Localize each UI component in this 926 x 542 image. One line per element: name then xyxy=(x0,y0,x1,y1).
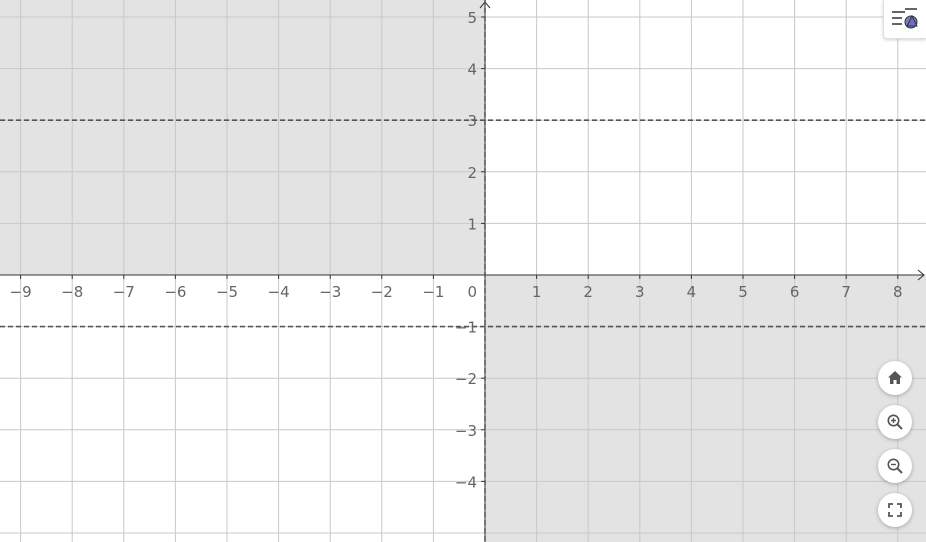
zoom-out-icon xyxy=(887,458,903,474)
x-tick-label: −9 xyxy=(10,283,32,301)
fullscreen-icon xyxy=(888,503,902,517)
y-tick-label: 2 xyxy=(467,164,477,182)
y-tick-label: 1 xyxy=(467,215,477,233)
x-tick-label: 5 xyxy=(738,283,748,301)
x-tick-label: 7 xyxy=(841,283,851,301)
y-tick-label: −3 xyxy=(455,422,477,440)
y-tick-label: −1 xyxy=(455,319,477,337)
x-tick-label: −6 xyxy=(164,283,186,301)
x-tick-label: 1 xyxy=(532,283,542,301)
x-tick-label: 8 xyxy=(893,283,903,301)
x-tick-label: −7 xyxy=(113,283,135,301)
x-tick-label: 2 xyxy=(583,283,593,301)
style-bar-icon xyxy=(892,8,918,29)
y-tick-label: 3 xyxy=(467,112,477,130)
x-tick-label: −3 xyxy=(319,283,341,301)
zoom-out-button[interactable] xyxy=(878,449,912,483)
shaded-region-quadrant-2 xyxy=(0,0,485,275)
y-tick-label: 4 xyxy=(467,61,477,79)
zoom-in-button[interactable] xyxy=(878,405,912,439)
home-icon xyxy=(888,371,902,384)
style-bar-toggle-button[interactable] xyxy=(883,0,926,39)
y-tick-label: −4 xyxy=(455,473,477,491)
origin-label: 0 xyxy=(467,283,477,301)
x-axis-arrow xyxy=(917,269,925,281)
x-tick-label: −1 xyxy=(422,283,444,301)
x-tick-label: −8 xyxy=(61,283,83,301)
shaded-region-quadrant-4 xyxy=(485,275,926,542)
x-tick-label: −4 xyxy=(268,283,290,301)
x-tick-label: −5 xyxy=(216,283,238,301)
x-tick-label: 3 xyxy=(635,283,645,301)
home-button[interactable] xyxy=(878,361,912,395)
zoom-in-icon xyxy=(887,414,903,430)
fullscreen-button[interactable] xyxy=(878,493,912,527)
y-tick-label: −2 xyxy=(455,370,477,388)
x-tick-label: 6 xyxy=(790,283,800,301)
x-tick-label: −2 xyxy=(371,283,393,301)
x-tick-label: 4 xyxy=(687,283,697,301)
y-tick-label: 5 xyxy=(467,9,477,27)
